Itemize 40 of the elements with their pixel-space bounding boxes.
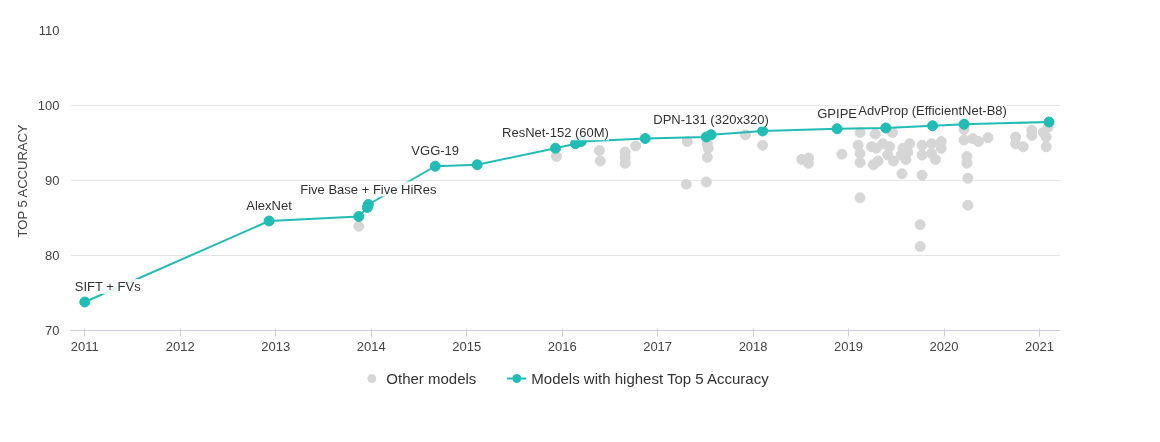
y-tick-label: 100 xyxy=(37,98,60,113)
point xyxy=(79,296,91,308)
point xyxy=(1043,116,1055,128)
annotation: AlexNet xyxy=(246,198,293,213)
x-tick-label: 2011 xyxy=(70,338,99,354)
annotation: GPIPE xyxy=(817,105,858,121)
y-axis-title: TOP 5 ACCURACY xyxy=(14,124,30,238)
point xyxy=(639,133,651,144)
annotation: VGG-19 xyxy=(411,143,460,159)
point xyxy=(471,159,483,171)
x-tick-label: 2017 xyxy=(643,338,673,354)
y-tick-label: 80 xyxy=(45,248,60,263)
x-tick-label: 2013 xyxy=(261,338,291,354)
x-tick-label: 2014 xyxy=(356,338,386,354)
point xyxy=(705,129,717,141)
y-tick-label: 70 xyxy=(45,323,60,338)
annotation: DPN-131 (320x320) xyxy=(653,111,769,127)
y-tick-label: 110 xyxy=(38,23,60,38)
y-tick-label: 90 xyxy=(45,173,60,188)
point xyxy=(263,215,275,227)
x-tick-label: 2019 xyxy=(834,338,864,354)
x-tick-label: 2016 xyxy=(547,338,577,354)
point xyxy=(353,211,365,222)
x-tick-label: 2020 xyxy=(929,338,959,354)
annotation: ResNet-152 (60M) xyxy=(502,125,609,141)
point xyxy=(549,142,561,154)
annotation: AdvProp (EfficientNet-B8) xyxy=(858,102,1007,118)
legend-label: Other models xyxy=(386,369,477,387)
x-tick-label: 2018 xyxy=(738,338,768,354)
point xyxy=(958,118,970,130)
point xyxy=(831,123,843,135)
point xyxy=(927,120,939,132)
annotation: SIFT + FVs xyxy=(74,279,142,294)
x-tick-label: 2021 xyxy=(1025,338,1054,354)
point xyxy=(429,160,441,172)
legend-label: Models with highest Top 5 Accuracy xyxy=(531,369,769,387)
annotation: Five Base + Five HiRes xyxy=(300,181,437,197)
point xyxy=(880,122,892,134)
x-tick-label: 2015 xyxy=(452,338,482,354)
x-tick-label: 2012 xyxy=(165,338,195,354)
